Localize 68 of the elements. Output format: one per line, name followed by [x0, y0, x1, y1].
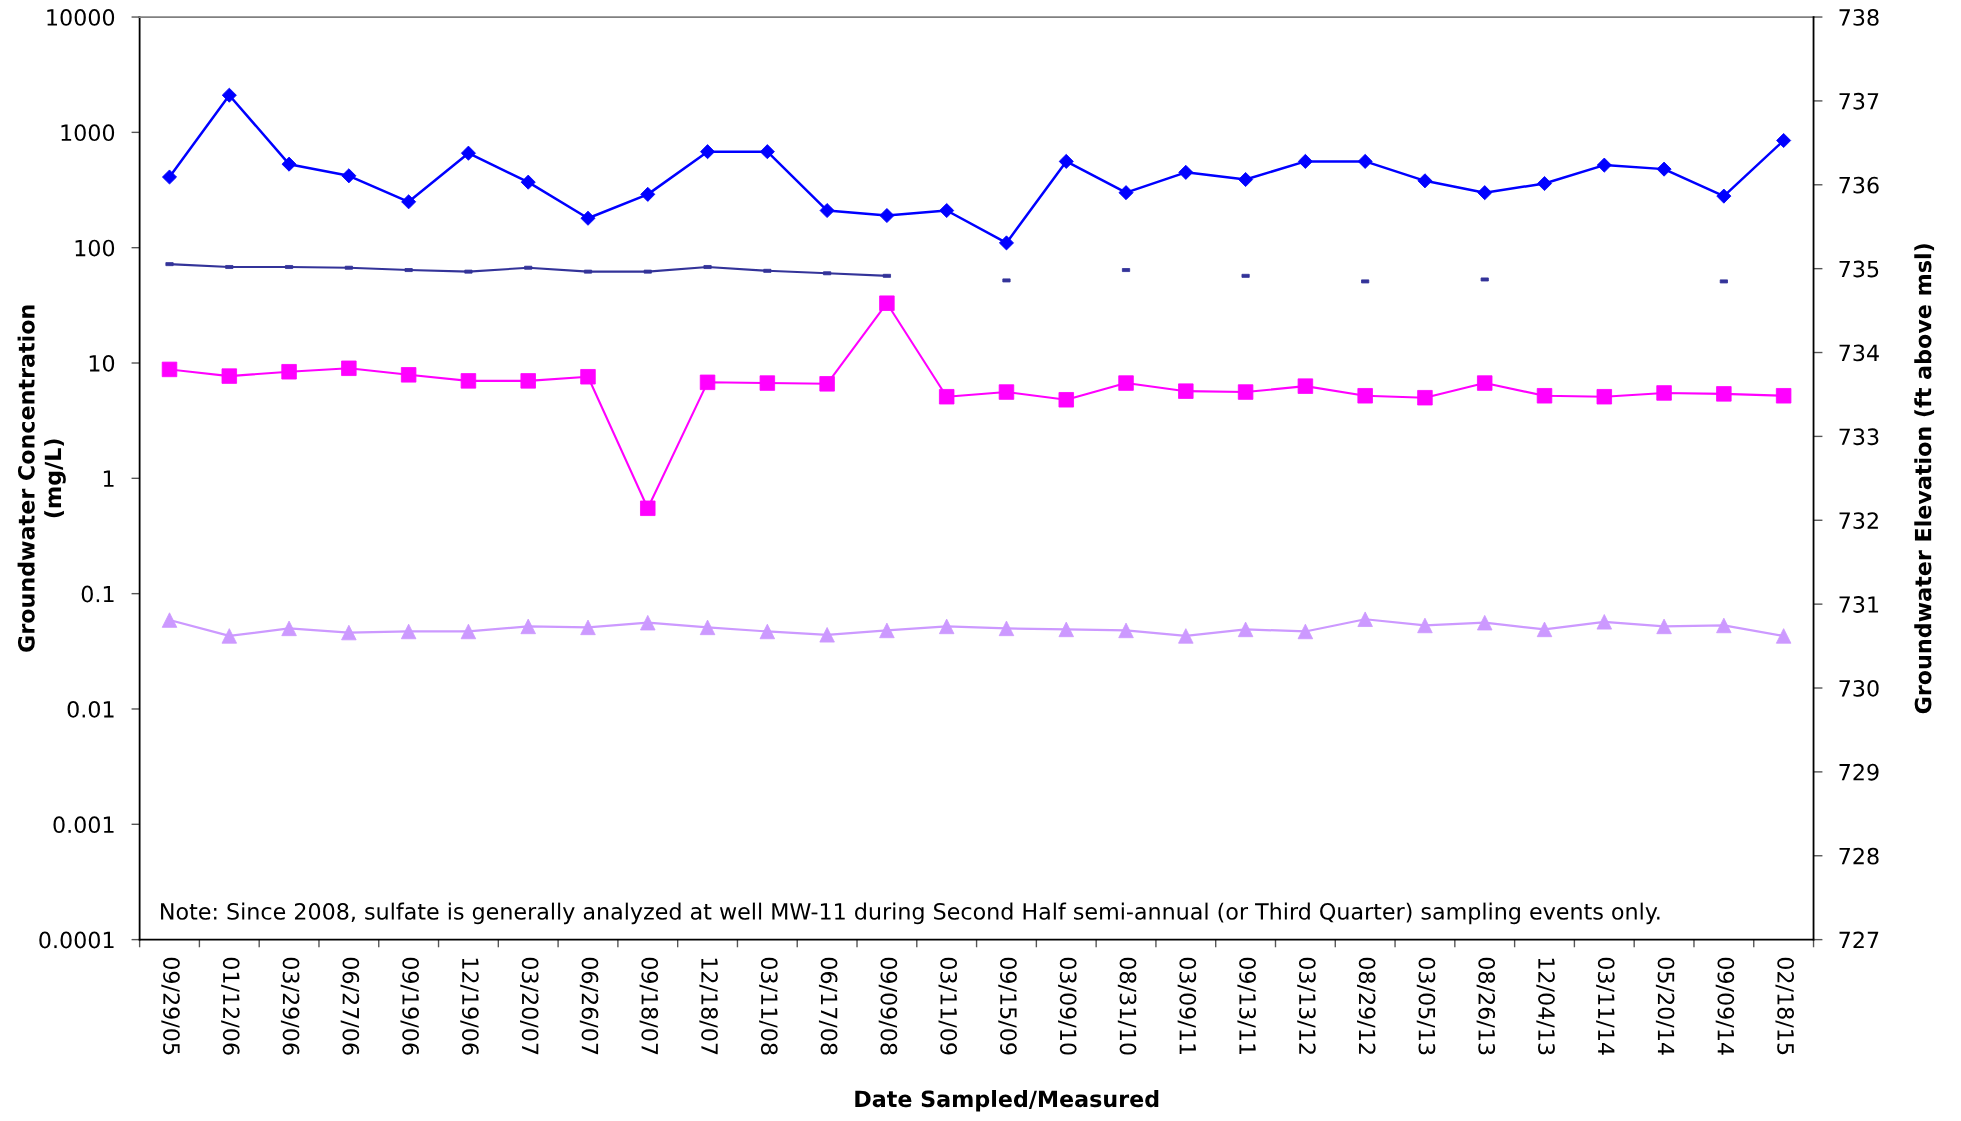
x-tick-label: 08/31/10 [1117, 957, 1137, 1055]
y-tick-label: 0.01 [67, 700, 114, 718]
y-tick-label: 1000 [61, 124, 115, 142]
x-tick-label: 09/19/06 [400, 957, 420, 1055]
x-tick-label: 06/26/07 [579, 957, 599, 1055]
x-tick-label: 08/26/13 [1476, 957, 1496, 1055]
x-tick-label: 03/13/12 [1297, 957, 1316, 1054]
x-tick-label: 12/19/06 [460, 958, 479, 1055]
y-tick-label: 0.0001 [39, 931, 114, 949]
point [520, 174, 536, 190]
y2-tick-label: 733 [1839, 428, 1879, 446]
point [1596, 389, 1612, 405]
x-tick-label: 01/12/06 [221, 957, 240, 1055]
point [1716, 188, 1732, 204]
x-tick-label: 09/29/05 [161, 957, 180, 1055]
y2-tick-label: 728 [1839, 847, 1879, 865]
x-tick-label: 03/11/14 [1596, 957, 1615, 1055]
y2-tick-label: 729 [1839, 763, 1879, 781]
point [1537, 176, 1552, 192]
y-axis-title: Groundwater Concentration (mg/L) [17, 305, 66, 652]
x-tick-label: 05/20/14 [1655, 957, 1675, 1055]
x-tick-label: 03/05/13 [1416, 957, 1436, 1055]
x-tick-label: 03/11/09 [938, 957, 958, 1055]
x-tick-label: 03/29/06 [280, 957, 300, 1055]
x-tick-label: 09/15/09 [998, 957, 1017, 1055]
y2-tick-label: 732 [1839, 512, 1878, 530]
x-tick-label: 12/04/13 [1536, 958, 1555, 1055]
y-tick-label: 0.1 [81, 585, 114, 603]
point [998, 620, 1015, 637]
x-tick-label: 03/20/07 [520, 957, 539, 1055]
point [341, 168, 357, 184]
x-tick-label: 09/13/11 [1237, 957, 1256, 1055]
x-tick-label: 06/27/06 [340, 957, 360, 1055]
point [699, 374, 716, 391]
point [938, 618, 955, 635]
x-tick-label: 06/17/08 [818, 957, 838, 1055]
y2-tick-label: 738 [1839, 8, 1879, 26]
y-tick-label: 10 [89, 354, 115, 372]
point [699, 619, 716, 636]
y2-tick-label: 737 [1839, 92, 1879, 110]
x-tick-label: 09/18/07 [639, 957, 659, 1055]
x-tick-label: 03/09/10 [1058, 957, 1077, 1055]
y2-tick-label: 730 [1839, 679, 1879, 697]
y-tick-label: 100 [75, 239, 115, 257]
x-tick-label: 03/11/08 [759, 957, 778, 1055]
x-tick-label: 02/18/15 [1775, 957, 1794, 1055]
x-tick-label: 09/09/14 [1715, 957, 1735, 1055]
x-tick-label: 03/09/11 [1177, 957, 1197, 1055]
point [1237, 621, 1254, 638]
x-tick-label: 12/18/07 [699, 958, 718, 1055]
y2-axis-title: Groundwater Elevation (ft above msl) [1914, 244, 1935, 714]
x-tick-label: 08/29/12 [1356, 957, 1376, 1054]
point [460, 623, 477, 640]
y2-tick-label: 727 [1839, 931, 1879, 949]
point [161, 361, 178, 378]
y-tick-label: 1 [103, 470, 114, 487]
y2-tick-label: 731 [1839, 596, 1879, 613]
y2-tick-label: 734 [1839, 344, 1879, 362]
point [759, 144, 775, 160]
y-tick-label: 10000 [47, 8, 115, 26]
y2-tick-label: 736 [1839, 176, 1879, 194]
y2-tick-label: 735 [1839, 260, 1879, 278]
point [1058, 392, 1074, 408]
annotation: Note: Since 2008, sulfate is generally analyzed at well MW-11 during Second Half semi-annual (or Third Quarter) sampling events only. [161, 902, 1660, 925]
point [1775, 388, 1792, 404]
x-tick-label: 09/09/08 [878, 957, 898, 1055]
x-axis-title: Date Sampled/Measured [855, 1090, 1159, 1112]
y-tick-label: 0.001 [53, 816, 114, 834]
